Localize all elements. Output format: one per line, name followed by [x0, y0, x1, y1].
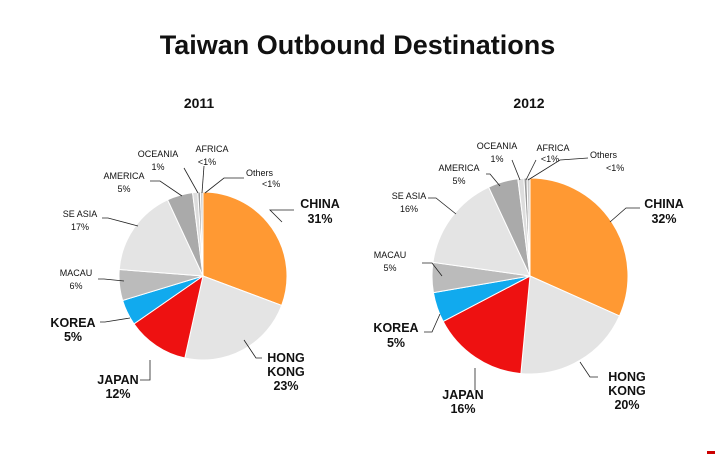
leader-line-macau — [422, 262, 443, 277]
slice-label-others: Others — [590, 150, 618, 160]
slice-value-se-asia: 17% — [71, 222, 89, 232]
pie-slice-china — [529, 177, 629, 317]
leader-line-oceania — [511, 159, 521, 181]
slice-label-africa: AFRICA — [536, 143, 569, 153]
leader-line-macau — [98, 278, 125, 282]
leader-line-oceania — [183, 167, 199, 194]
slice-label-macau: MACAU — [374, 250, 407, 260]
slice-value-america: 5% — [452, 176, 465, 186]
leader-line-hong-kong — [243, 339, 262, 359]
slice-value-america: 5% — [117, 184, 130, 194]
slice-label-africa: AFRICA — [195, 144, 228, 154]
leader-line-china — [609, 207, 640, 223]
leader-line-america — [486, 173, 501, 187]
slice-label-hong-kong: KONG — [608, 384, 646, 398]
pie-slice-se-asia — [118, 199, 204, 277]
slice-label-china: CHINA — [300, 197, 340, 211]
slice-value-china: 32% — [651, 212, 676, 226]
leader-line-others — [527, 157, 589, 181]
slice-label-se-asia: SE ASIA — [63, 209, 98, 219]
pie-chart-2011: 2011CHINA31%HONGKONG23%JAPAN12%KOREA5%MA… — [50, 95, 339, 401]
leader-line-se-asia — [428, 197, 457, 215]
pie-slice-hong-kong — [520, 275, 621, 375]
slice-label-macau: MACAU — [60, 268, 93, 278]
pie-slice-china — [202, 191, 288, 307]
slice-value-africa: <1% — [198, 157, 216, 167]
leader-line-america — [150, 180, 183, 197]
leader-line-china — [269, 209, 294, 223]
slice-label-korea: KOREA — [373, 321, 418, 335]
pie-chart-2012: 2012CHINA32%HONGKONG20%JAPAN16%KOREA5%MA… — [373, 95, 683, 416]
slice-label-others: Others — [246, 168, 274, 178]
slice-value-others: <1% — [606, 163, 624, 173]
slice-value-china: 31% — [307, 212, 332, 226]
corner-mark — [707, 451, 715, 454]
slice-label-america: AMERICA — [103, 171, 144, 181]
leader-line-africa — [525, 159, 537, 181]
slice-value-hong-kong: 20% — [614, 398, 639, 412]
leader-line-others — [204, 177, 244, 194]
slice-value-others: <1% — [262, 179, 280, 189]
slice-value-africa: <1% — [541, 154, 559, 164]
slice-value-korea: 5% — [64, 330, 82, 344]
leader-line-korea — [424, 313, 441, 333]
chart-year-title: 2011 — [184, 95, 215, 111]
slice-label-america: AMERICA — [438, 163, 479, 173]
pie-slice-japan — [133, 274, 204, 359]
slice-label-se-asia: SE ASIA — [392, 191, 427, 201]
pie-slice-se-asia — [432, 186, 531, 277]
slice-label-hong-kong: KONG — [267, 365, 305, 379]
slice-label-hong-kong: HONG — [608, 370, 646, 384]
chart-year-title: 2012 — [513, 95, 544, 111]
leader-line-se-asia — [102, 217, 139, 227]
slice-value-macau: 6% — [69, 281, 82, 291]
slice-label-oceania: OCEANIA — [138, 149, 179, 159]
slice-value-hong-kong: 23% — [273, 379, 298, 393]
leader-line-hong-kong — [579, 361, 598, 378]
slice-label-oceania: OCEANIA — [477, 141, 518, 151]
slice-value-japan: 16% — [450, 402, 475, 416]
leader-line-japan — [140, 360, 151, 381]
slice-label-japan: JAPAN — [97, 373, 138, 387]
slice-label-korea: KOREA — [50, 316, 95, 330]
slice-value-macau: 5% — [383, 263, 396, 273]
slice-label-china: CHINA — [644, 197, 684, 211]
leader-line-africa — [201, 165, 205, 194]
slice-value-oceania: 1% — [490, 154, 503, 164]
page-title: Taiwan Outbound Destinations — [159, 30, 556, 60]
pie-slice-hong-kong — [184, 275, 283, 361]
slice-value-oceania: 1% — [151, 162, 164, 172]
slice-value-japan: 12% — [105, 387, 130, 401]
leader-line-korea — [100, 317, 131, 323]
slice-value-korea: 5% — [387, 336, 405, 350]
pie-slice-japan — [442, 275, 531, 375]
slice-label-hong-kong: HONG — [267, 351, 305, 365]
slice-label-japan: JAPAN — [442, 388, 483, 402]
slice-value-se-asia: 16% — [400, 204, 418, 214]
